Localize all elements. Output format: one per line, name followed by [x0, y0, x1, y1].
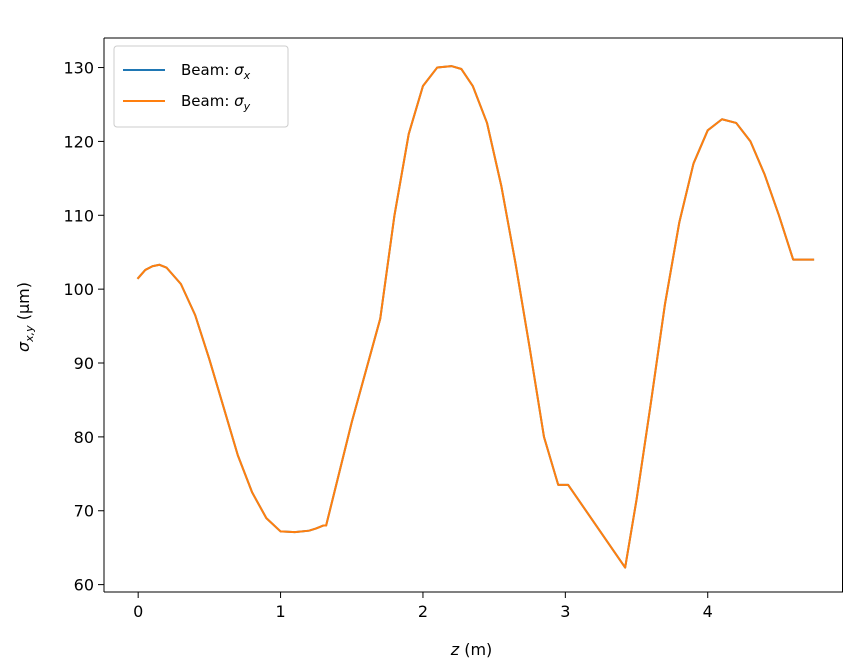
y-tick-label: 130	[63, 59, 94, 78]
x-axis-unit: (m)	[459, 640, 492, 659]
legend-label-beam-sigma-x: Beam: σx	[181, 61, 251, 82]
x-axis-variable: z	[450, 640, 460, 659]
y-axis-label: σx,y (μm)	[14, 282, 36, 352]
x-tick-label: 0	[133, 602, 143, 621]
x-tick-label: 3	[560, 602, 570, 621]
y-axis-unit: (μm)	[14, 282, 33, 325]
x-tick-label: 2	[418, 602, 428, 621]
y-tick-label: 60	[74, 576, 94, 595]
legend-label-variable: σ	[234, 61, 244, 79]
series-layer	[136, 65, 815, 569]
legend-label-prefix: Beam:	[181, 61, 234, 79]
legend-box	[113, 45, 289, 128]
y-axis-variable: σ	[14, 341, 33, 352]
legend-label-subscript: x	[243, 69, 251, 82]
y-tick-label: 80	[74, 428, 94, 447]
y-axis-subscript: x,y	[23, 325, 36, 343]
y-tick-label: 120	[63, 132, 94, 151]
legend: Beam: σx Beam: σy	[113, 45, 289, 128]
plot-area	[104, 38, 843, 592]
y-tick-label: 90	[74, 354, 94, 373]
x-tick-label: 1	[275, 602, 285, 621]
y-axis-ticks: 60 70 80 90 100 110 120 130	[63, 59, 104, 595]
x-axis-label: z (m)	[450, 640, 493, 659]
legend-label-beam-sigma-y: Beam: σy	[181, 92, 251, 113]
y-tick-label: 70	[74, 502, 94, 521]
series-line-1	[136, 65, 815, 569]
legend-label-variable: σ	[234, 92, 244, 110]
x-tick-label: 4	[703, 602, 713, 621]
legend-label-subscript: y	[243, 100, 251, 113]
axes-frame	[104, 38, 843, 592]
x-axis-ticks: 0 1 2 3 4	[133, 592, 713, 621]
legend-label-prefix: Beam:	[181, 92, 234, 110]
y-tick-label: 110	[63, 206, 94, 225]
y-tick-label: 100	[63, 280, 94, 299]
